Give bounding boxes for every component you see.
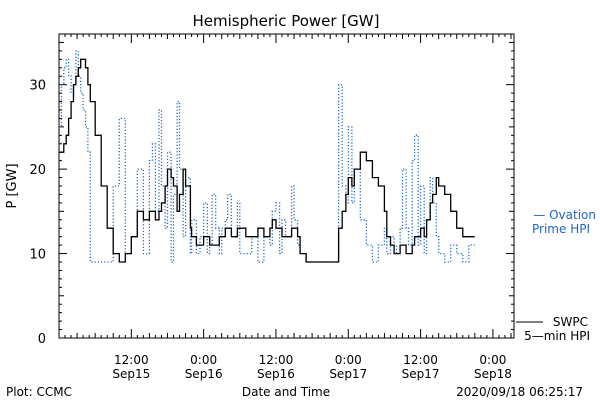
legend-ovation: — Ovation Prime HPI <box>532 208 596 236</box>
x-tick-label-time: 0:00 <box>479 353 506 367</box>
y-tick-label: 20 <box>29 163 46 178</box>
x-axis-label: Date and Time <box>242 385 330 399</box>
series-swpc-line <box>59 58 475 263</box>
footer-credit: Plot: CCMC <box>6 385 72 399</box>
y-tick-label: 0 <box>38 332 46 347</box>
x-tick-label-date: Sep16 <box>257 367 295 381</box>
y-axis: 0 10 20 30 <box>29 33 514 347</box>
x-tick-label-date: Sep17 <box>329 367 367 381</box>
x-tick-label-time: 0:00 <box>190 353 217 367</box>
y-tick-label: 30 <box>29 79 46 94</box>
legend-ovation-line1: — Ovation <box>533 208 596 222</box>
legend-swpc-line2: 5—min HPI <box>524 329 590 343</box>
x-tick-label-time: 12:00 <box>403 353 438 367</box>
y-axis-label: P [GW] <box>5 163 20 208</box>
chart-title: Hemispheric Power [GW] <box>193 12 380 30</box>
x-tick-label-date: Sep18 <box>474 367 512 381</box>
legend-ovation-line2: Prime HPI <box>532 222 590 236</box>
legend-swpc-line1: SWPC <box>553 315 588 329</box>
legend-swpc: SWPC 5—min HPI <box>516 315 590 343</box>
series-layer <box>59 50 475 263</box>
plot-frame <box>58 33 515 339</box>
footer-timestamp: 2020/09/18 06:25:17 <box>456 385 583 399</box>
series-ovation-prime-line <box>59 50 475 263</box>
x-tick-label-time: 12:00 <box>259 353 294 367</box>
x-tick-label-date: Sep15 <box>112 367 150 381</box>
x-tick-label-time: 12:00 <box>114 353 149 367</box>
y-tick-label: 10 <box>29 248 46 263</box>
x-tick-label-date: Sep16 <box>185 367 223 381</box>
x-tick-label-time: 0:00 <box>335 353 362 367</box>
x-tick-label-date: Sep17 <box>402 367 440 381</box>
x-axis: 12:00Sep150:00Sep1612:00Sep160:00Sep1712… <box>58 34 512 381</box>
